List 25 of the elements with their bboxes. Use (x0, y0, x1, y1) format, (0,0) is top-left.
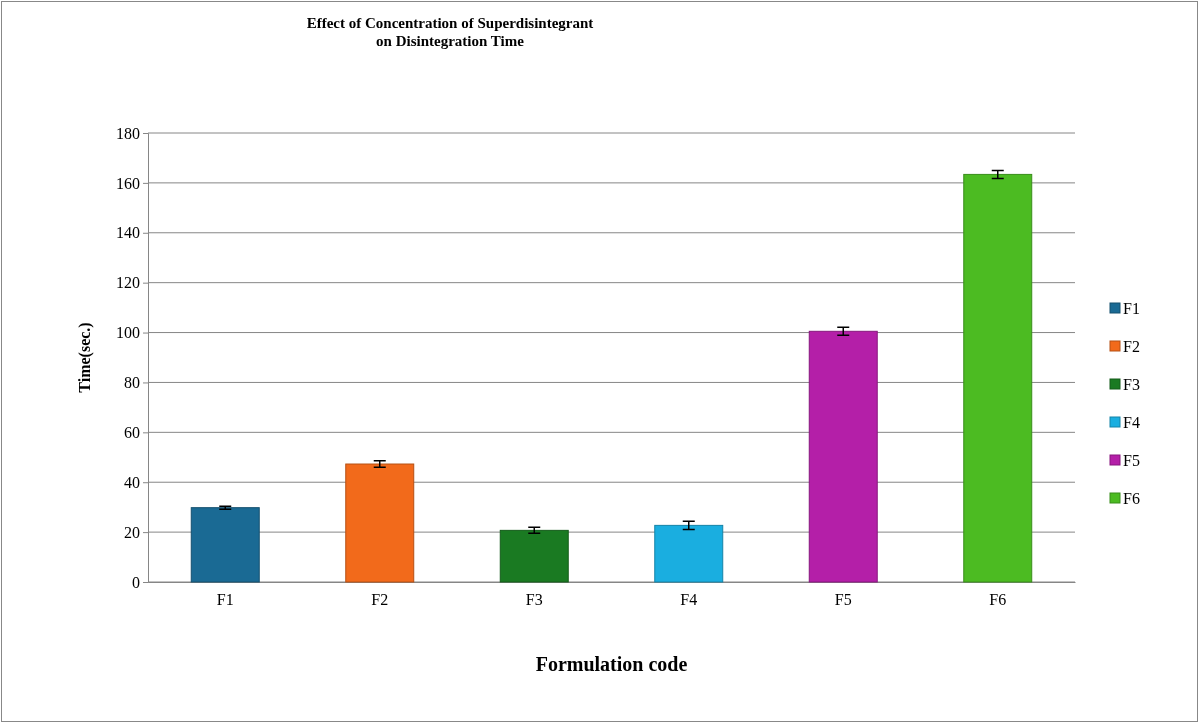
y-tick-label: 40 (124, 473, 140, 491)
y-tick-label: 20 (124, 523, 140, 541)
legend-label: F4 (1123, 414, 1140, 431)
x-tick-label: F2 (371, 591, 389, 609)
x-tick-label: F5 (834, 591, 852, 609)
y-tick-label: 180 (116, 124, 140, 142)
x-tick-label: F3 (525, 591, 543, 609)
chart-title: Effect of Concentration of Superdisintegrant on Disintegration Time (306, 15, 594, 49)
x-tick-label: F1 (216, 591, 234, 609)
y-tick-label: 0 (132, 573, 140, 591)
x-axis-title: Formulation code (535, 653, 688, 675)
legend-label: F6 (1123, 490, 1140, 507)
y-tick-label: 140 (116, 224, 140, 242)
legend-label: F5 (1123, 452, 1140, 469)
legend-label: F1 (1123, 300, 1140, 317)
y-axis-title: Time(sec.) (76, 322, 94, 393)
y-tick-label: 80 (124, 374, 140, 392)
legend-label: F3 (1123, 376, 1140, 393)
y-tick-label: 100 (116, 324, 140, 342)
x-tick-label: F6 (989, 591, 1007, 609)
legend-label: F2 (1123, 338, 1140, 355)
y-tick-label: 160 (116, 174, 140, 192)
y-tick-label: 60 (124, 423, 140, 441)
x-tick-label: F4 (680, 591, 698, 609)
y-tick-label: 120 (116, 274, 140, 292)
